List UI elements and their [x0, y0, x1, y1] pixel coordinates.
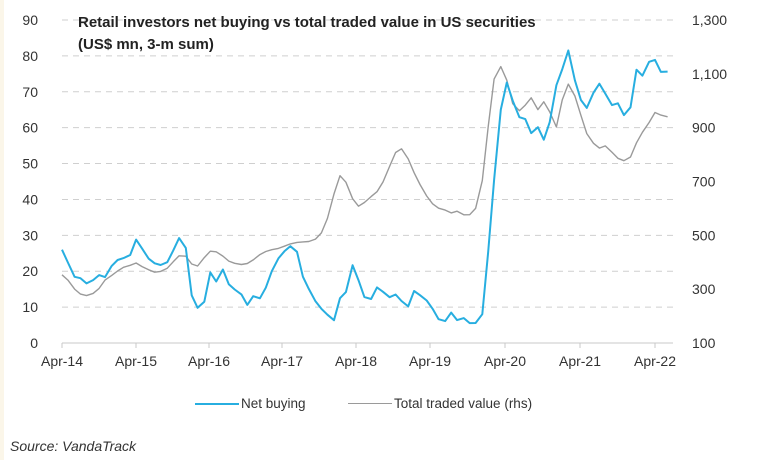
axes: Apr-14 Apr-15 Apr-16 Apr-17 Apr-18 Apr-19 Apr-…: [22, 12, 727, 369]
y-left-tick-label: 20: [22, 263, 38, 279]
y-right-tick-label: 700: [692, 174, 716, 190]
x-tick-label: Apr-15: [115, 353, 157, 369]
x-tick-label: Apr-22: [634, 353, 676, 369]
y-right-tick-label: 100: [692, 335, 716, 351]
series-lines: [61, 49, 668, 325]
x-tick-label: Apr-18: [335, 353, 377, 369]
y-left-tick-label: 30: [22, 227, 38, 243]
y-left-tick-label: 40: [22, 191, 38, 207]
chart-title: Retail investors net buying vs total tra…: [78, 12, 536, 56]
chart-plot-area: Apr-14 Apr-15 Apr-16 Apr-17 Apr-18 Apr-19 Apr-…: [22, 12, 727, 369]
chart-title-main: Retail investors net buying vs total tra…: [78, 14, 536, 31]
x-tick-label: Apr-19: [409, 353, 451, 369]
legend-label-total-traded: Total traded value (rhs): [394, 396, 533, 411]
chart-subtitle: (US$ mn, 3-m sum): [78, 36, 214, 53]
y-left-tick-label: 0: [30, 335, 38, 351]
x-tick-label: Apr-20: [484, 353, 526, 369]
legend-label-net-buying: Net buying: [241, 396, 306, 411]
y-left-tick-label: 50: [22, 156, 38, 172]
y-left-tick-label: 80: [22, 48, 38, 64]
series-line-total-traded: [61, 65, 668, 297]
gridlines: [62, 19, 673, 308]
page-left-border: [0, 0, 4, 460]
y-right-tick-label: 1,100: [692, 66, 727, 82]
legend-item-total-traded: Total traded value (rhs): [348, 396, 532, 411]
y-left-tick-label: 70: [22, 84, 38, 100]
y-left-tick-label: 60: [22, 120, 38, 136]
legend-item-net-buying: Net buying: [195, 396, 306, 411]
x-tick-label: Apr-14: [41, 353, 83, 369]
series-line-net-buying: [61, 49, 668, 325]
y-right-tick-label: 900: [692, 120, 716, 136]
y-right-tick-label: 300: [692, 281, 716, 297]
source-note: Source: VandaTrack: [10, 438, 137, 454]
x-tick-label: Apr-21: [559, 353, 601, 369]
legend-swatch-total-traded: [348, 403, 392, 404]
y-right-tick-label: 1,300: [692, 12, 727, 28]
chart-legend: Net buying Total traded value (rhs): [0, 396, 758, 420]
y-left-tick-label: 90: [22, 12, 38, 28]
legend-swatch-net-buying: [195, 402, 239, 405]
y-left-tick-label: 10: [22, 299, 38, 315]
y-right-tick-label: 500: [692, 227, 716, 243]
x-tick-label: Apr-17: [261, 353, 303, 369]
x-tick-label: Apr-16: [188, 353, 230, 369]
